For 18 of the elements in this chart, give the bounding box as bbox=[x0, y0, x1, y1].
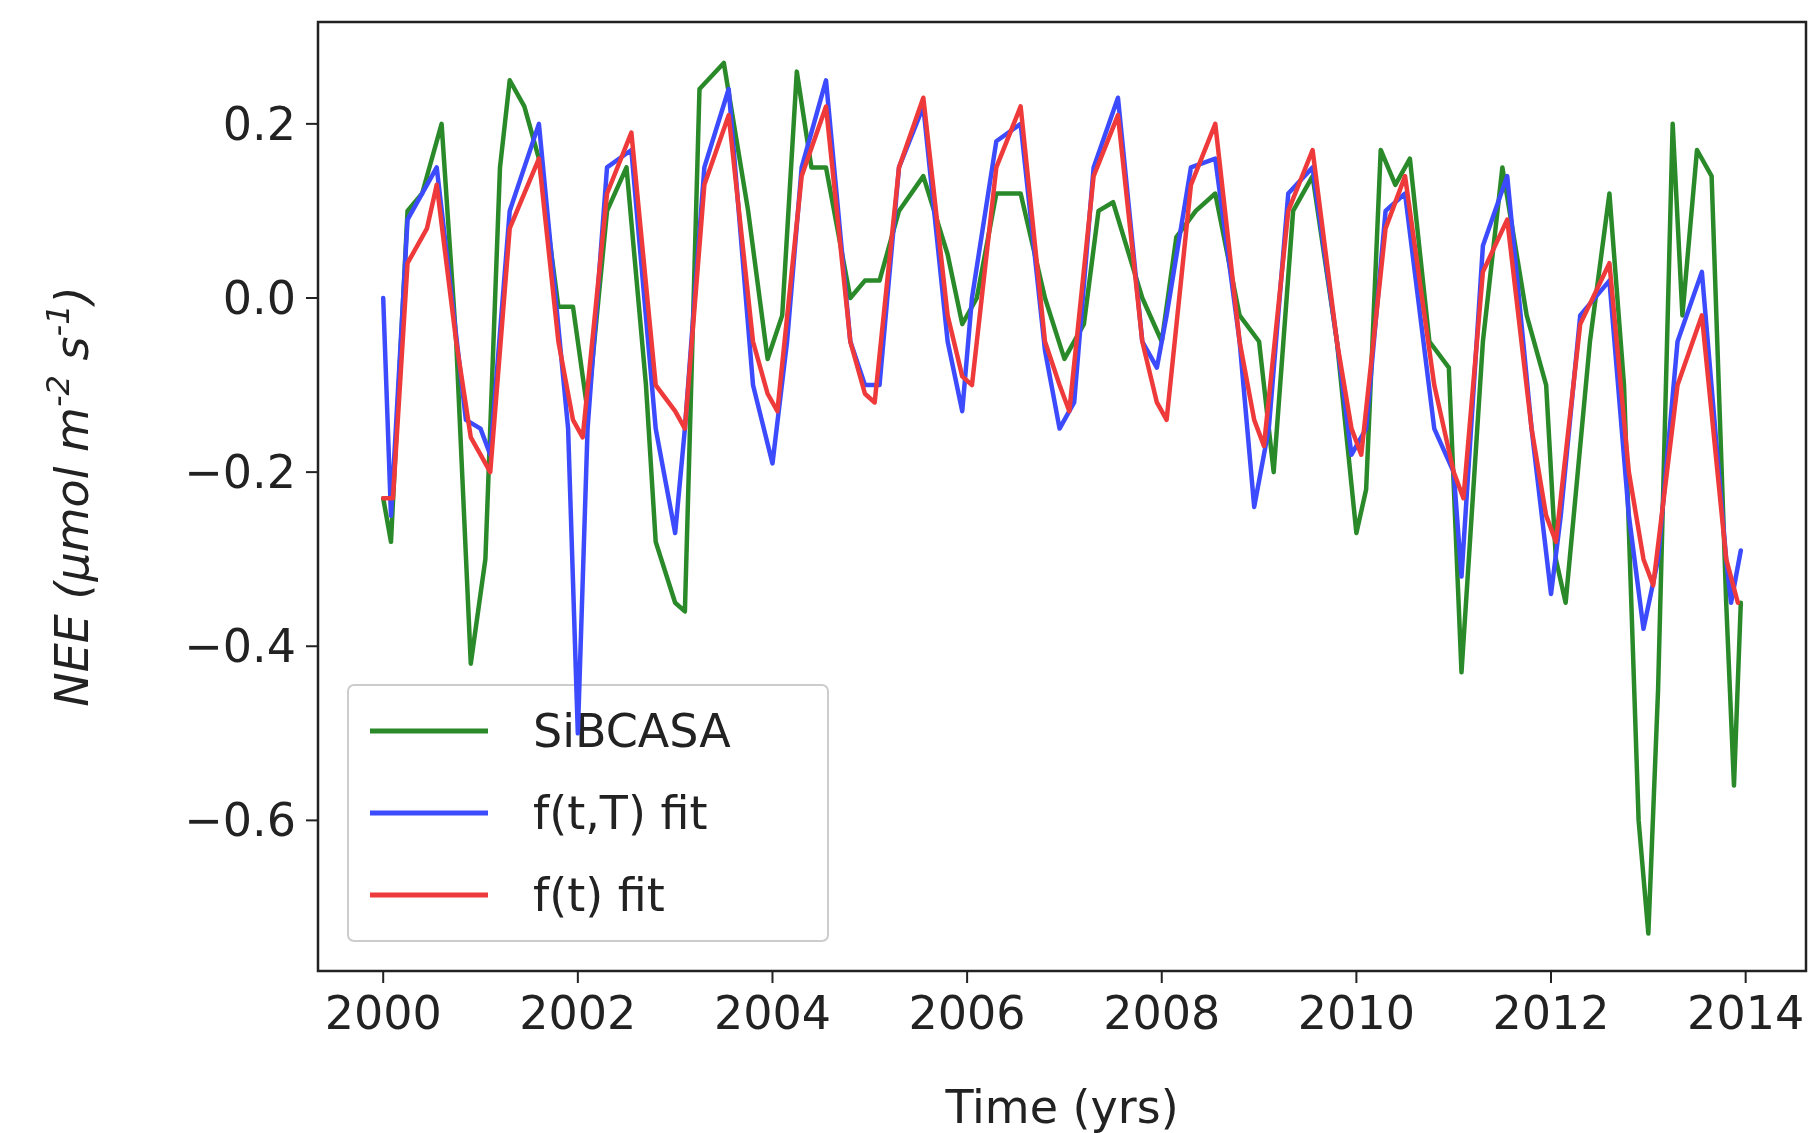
legend-label: SiBCASA bbox=[533, 704, 732, 759]
x-tick-label: 2004 bbox=[713, 986, 832, 1040]
x-tick-label: 2008 bbox=[1103, 986, 1221, 1040]
legend-label: f(t,T) fit bbox=[533, 786, 708, 841]
x-tick-label: 2012 bbox=[1492, 986, 1610, 1040]
y-tick-label: −0.2 bbox=[184, 445, 296, 500]
x-tick-label: 2002 bbox=[519, 986, 637, 1040]
x-axis-title: Time (yrs) bbox=[944, 1080, 1179, 1133]
x-tick-label: 2006 bbox=[908, 986, 1026, 1040]
y-tick-label: 0.2 bbox=[222, 96, 296, 151]
x-tick-label: 2014 bbox=[1687, 986, 1805, 1040]
x-tick-label: 2000 bbox=[324, 986, 442, 1040]
y-tick-label: −0.6 bbox=[184, 793, 296, 848]
legend-label: f(t) fit bbox=[533, 868, 665, 923]
y-tick-label: −0.4 bbox=[184, 619, 296, 674]
line-series bbox=[380, 95, 1741, 605]
y-tick-label: 0.0 bbox=[222, 271, 296, 326]
x-tick-label: 2010 bbox=[1297, 986, 1415, 1040]
